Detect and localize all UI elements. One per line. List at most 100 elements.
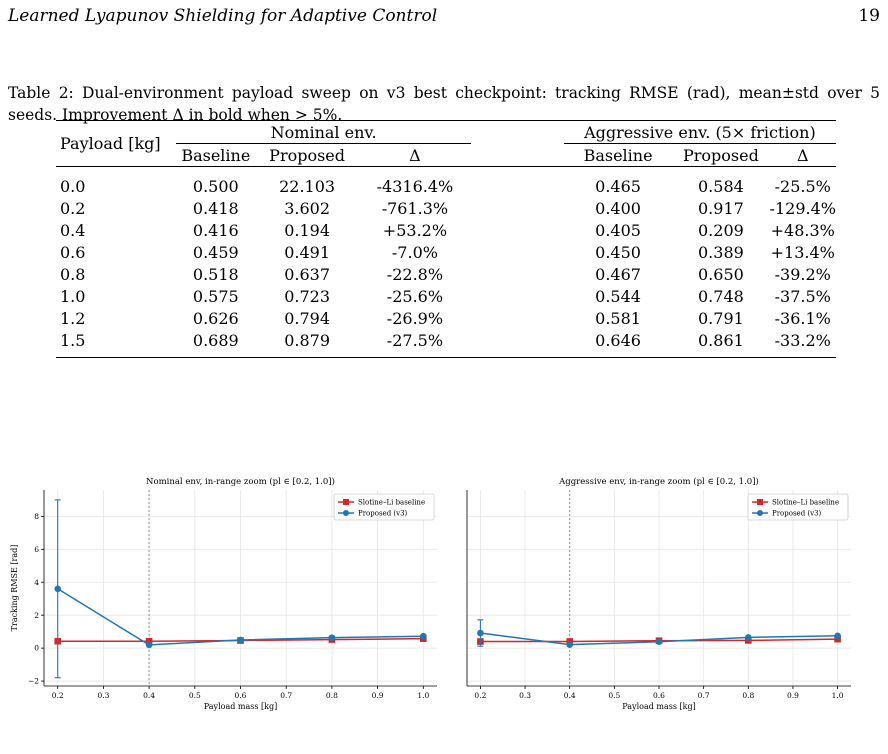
data-point-proposed [834,632,841,640]
x-tick-label: 0.9 [787,691,799,700]
data-point-proposed [328,634,336,641]
cell-nom-prop: 0.194 [284,220,330,240]
cell-agg-prop: 0.791 [698,308,744,328]
data-point-proposed [419,632,427,640]
legend-marker [757,510,763,516]
x-tick-label: 0.2 [474,691,486,700]
cell-nom-prop: 0.491 [284,242,330,262]
legend-label: Proposed (v3) [358,510,408,518]
x-tick-label: 0.3 [97,691,109,700]
cell-agg-delta: -37.5% [774,286,831,306]
x-tick-label: 0.2 [52,691,64,700]
cell-agg-prop: 0.650 [698,264,744,284]
header-baseline: Baseline [583,145,653,165]
cell-payload: 1.0 [60,286,86,306]
cell-nom-delta: -22.8% [386,264,444,284]
cell-nom-delta: -4316.4% [376,176,454,196]
cell-agg-base: 0.450 [595,242,641,262]
cell-payload: 0.4 [60,220,86,240]
cell-payload: 0.0 [60,176,86,196]
cell-nom-base: 0.626 [192,308,239,328]
results-table: Payload [kg] Nominal env. Aggressive env… [56,120,836,358]
x-tick-label: 0.8 [742,691,754,700]
cell-nom-delta: -25.6% [386,286,444,306]
y-tick-label: −2 [28,677,39,686]
cell-agg-delta: +48.3% [770,220,835,240]
cell-payload: 1.2 [60,308,86,328]
cell-nom-prop: 0.723 [284,286,330,306]
cell-nom-base: 0.459 [192,242,239,262]
x-tick-label: 0.5 [608,691,620,700]
cell-nom-base: 0.418 [192,198,239,218]
cell-agg-base: 0.581 [595,308,641,328]
cell-agg-delta: -36.1% [774,308,831,328]
x-tick-label: 1.0 [417,691,429,700]
data-point-proposed [145,641,153,649]
data-point-proposed [566,641,573,648]
x-tick-label: 0.3 [519,691,531,700]
x-tick-label: 0.4 [564,691,576,700]
legend-box [333,493,435,521]
chart-title: Nominal env, in-range zoom (pl ∈ [0.2, 1… [146,476,335,487]
cell-agg-delta: -25.5% [774,176,831,196]
cell-nom-delta: -761.3% [381,198,449,218]
cell-nom-base: 0.500 [192,176,239,196]
data-point-baseline [145,637,153,645]
table-row: 0.2 0.418 3.602 -761.3% 0.400 0.917 -129.4% [56,197,836,219]
y-tick-label: 6 [34,545,39,554]
legend-marker [343,499,349,505]
header-baseline: Baseline [181,145,251,165]
table-row: 0.8 0.518 0.637 -22.8% 0.467 0.650 -39.2% [56,263,836,285]
table-row: 0.0 0.500 22.103 -4316.4% 0.465 0.584 -25.5% [56,167,836,198]
cell-nom-prop: 3.602 [284,198,330,218]
x-tick-label: 1.0 [832,691,844,700]
cell-payload: 0.8 [60,264,86,284]
cell-agg-base: 0.544 [595,286,641,306]
running-title: Learned Lyapunov Shielding for Adaptive … [8,6,438,26]
table-row: 1.5 0.689 0.879 -27.5% 0.646 0.861 -33.2% [56,329,836,358]
cell-agg-base: 0.467 [595,264,641,284]
x-tick-label: 0.9 [372,691,384,700]
y-axis-label: Tracking RMSE [rad] [10,545,19,632]
legend-label: Proposed (v3) [772,510,822,518]
y-tick-label: 0 [34,644,39,653]
header-delta: Δ [409,145,421,165]
cell-nom-prop: 0.879 [284,330,330,350]
x-tick-label: 0.6 [235,691,247,700]
cell-agg-delta: -129.4% [769,198,836,218]
cell-nom-prop: 0.794 [284,308,330,328]
table-row: 0.6 0.459 0.491 -7.0% 0.450 0.389 +13.4% [56,241,836,263]
cell-agg-base: 0.400 [595,198,641,218]
header-group-aggressive: Aggressive env. (5× friction) [563,120,836,144]
cell-agg-delta: -33.2% [774,330,831,350]
legend-label: Slotine–Li baseline [772,499,839,507]
x-tick-label: 0.7 [280,691,292,700]
chart-title: Aggressive env, in-range zoom (pl ∈ [0.2… [558,476,759,487]
cell-agg-base: 0.646 [595,330,641,350]
legend-marker [343,510,349,516]
y-tick-label: 4 [34,578,39,587]
table-caption: Table 2: Dual-environment payload sweep … [8,84,880,124]
cell-agg-prop: 0.389 [698,242,744,262]
cell-agg-prop: 0.861 [698,330,744,350]
table-row: 1.2 0.626 0.794 -26.9% 0.581 0.791 -36.1% [56,307,836,329]
header-delta: Δ [796,145,809,165]
y-tick-label: 2 [34,611,39,620]
x-axis-label: Payload mass [kg] [204,702,277,711]
cell-agg-prop: 0.209 [698,220,744,240]
cell-agg-prop: 0.748 [698,286,744,306]
y-tick-label: 8 [34,512,39,521]
data-point-proposed [745,634,752,641]
chart-nominal: 0.2 0.3 0.4 0.5 0.6 0.7 0.8 0.9 1.0 −2 0 2 4 6 8 Nomina… [0,472,440,726]
cell-payload: 0.6 [60,242,86,262]
x-tick-label: 0.7 [698,691,710,700]
cell-nom-base: 0.575 [192,286,239,306]
cell-agg-base: 0.405 [595,220,641,240]
chart-aggressive: 0.2 0.3 0.4 0.5 0.6 0.7 0.8 0.9 1.0 Aggressive en… [440,472,880,726]
cell-agg-delta: +13.4% [770,242,835,262]
data-point-baseline [834,635,841,643]
cell-nom-prop: 0.637 [284,264,330,284]
cell-nom-base: 0.518 [192,264,239,284]
legend-box [747,493,849,521]
cell-payload: 0.2 [60,198,86,218]
